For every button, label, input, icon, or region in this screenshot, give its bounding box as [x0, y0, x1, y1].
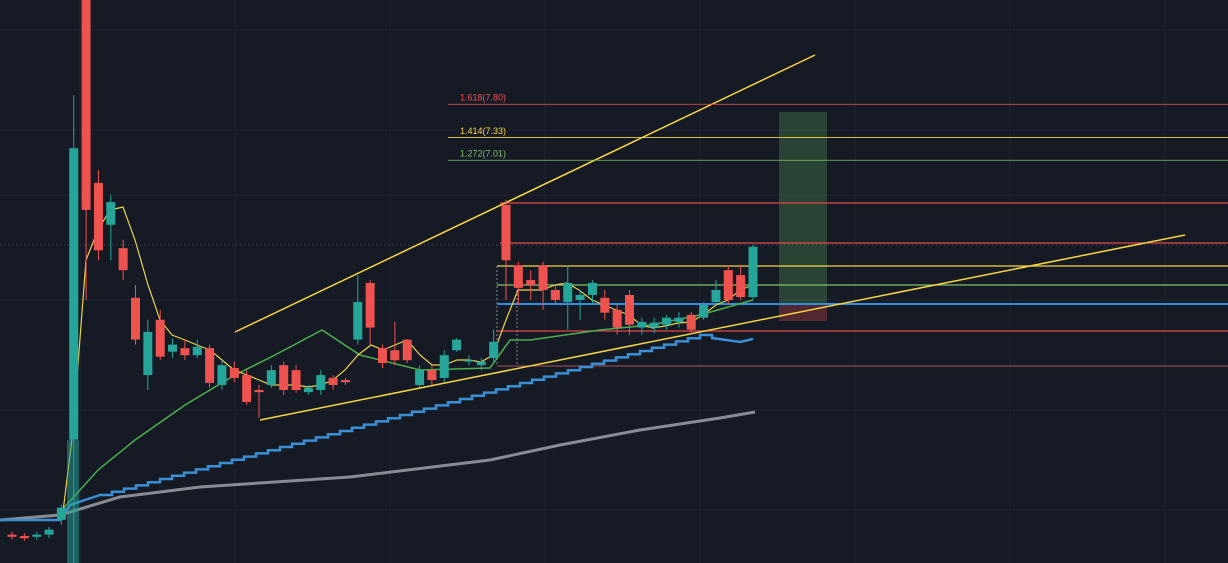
candle-body: [131, 297, 140, 340]
candle-body: [526, 280, 536, 286]
candle-body: [56, 507, 66, 520]
candle-body: [649, 322, 659, 328]
candle-body: [168, 344, 178, 352]
candle-body: [353, 302, 363, 340]
candle-body: [674, 317, 684, 322]
candle-body: [538, 265, 548, 291]
candle-body: [476, 361, 486, 366]
candle-body: [439, 355, 449, 378]
candle-body: [106, 202, 116, 225]
candle-body: [254, 389, 264, 393]
candle-body: [427, 370, 437, 381]
candle-body: [328, 377, 338, 386]
candle-body: [748, 246, 758, 298]
candle-body: [723, 270, 733, 300]
candle-body: [81, 0, 91, 210]
candle-body: [303, 387, 313, 393]
candle-body: [143, 331, 153, 376]
candle-body: [291, 370, 301, 390]
slow-ma: [0, 410, 756, 522]
candle-body: [587, 282, 597, 295]
mid-ma: [61, 299, 754, 511]
candle-body: [637, 321, 647, 328]
candle-body: [316, 375, 326, 390]
candle-body: [550, 290, 560, 300]
candle-body: [229, 368, 239, 378]
candle-body: [378, 348, 387, 364]
candle-body: [612, 309, 622, 328]
candle-body: [266, 370, 276, 386]
volume-shade: [67, 440, 79, 563]
candle-body: [7, 534, 17, 537]
candle-body: [501, 204, 511, 261]
candle-body: [575, 294, 585, 300]
step-ma: [0, 333, 754, 522]
candle-body: [180, 348, 190, 356]
fib-label: 1.272(7.01): [460, 149, 506, 159]
candle-body: [625, 294, 634, 325]
levels: [496, 202, 1228, 367]
candle-body: [365, 282, 375, 328]
candle-body: [118, 248, 128, 271]
candle-body: [192, 346, 202, 356]
candle-body: [32, 534, 42, 537]
candle-body: [242, 375, 252, 403]
fib-label: 1.618(7.80): [460, 93, 506, 103]
candle-body: [69, 148, 79, 440]
candle-body: [563, 282, 573, 303]
candle-body: [402, 339, 412, 361]
candle-body: [662, 317, 672, 325]
stop-zone: [779, 304, 827, 321]
candle-body: [93, 182, 103, 251]
trendlines: [234, 54, 1186, 421]
target-zone: [779, 112, 827, 304]
candle-body: [205, 348, 215, 383]
candle-body: [513, 265, 523, 288]
candle-body: [711, 290, 721, 303]
candle-body: [736, 275, 746, 298]
candle-body: [340, 380, 350, 383]
candle-body: [464, 360, 474, 362]
candle-body: [19, 536, 29, 539]
candle-body: [699, 304, 709, 318]
candle-body: [279, 365, 289, 390]
candle-body: [452, 339, 462, 351]
candle-body: [217, 365, 227, 386]
candle-body: [686, 314, 696, 330]
candle-body: [600, 297, 610, 313]
candle-body: [390, 350, 400, 361]
fib-label: 1.414(7.33): [460, 126, 506, 136]
candle-body: [489, 341, 499, 359]
candle-body: [415, 370, 425, 386]
candle-body: [44, 529, 54, 535]
candle-body: [155, 319, 165, 357]
